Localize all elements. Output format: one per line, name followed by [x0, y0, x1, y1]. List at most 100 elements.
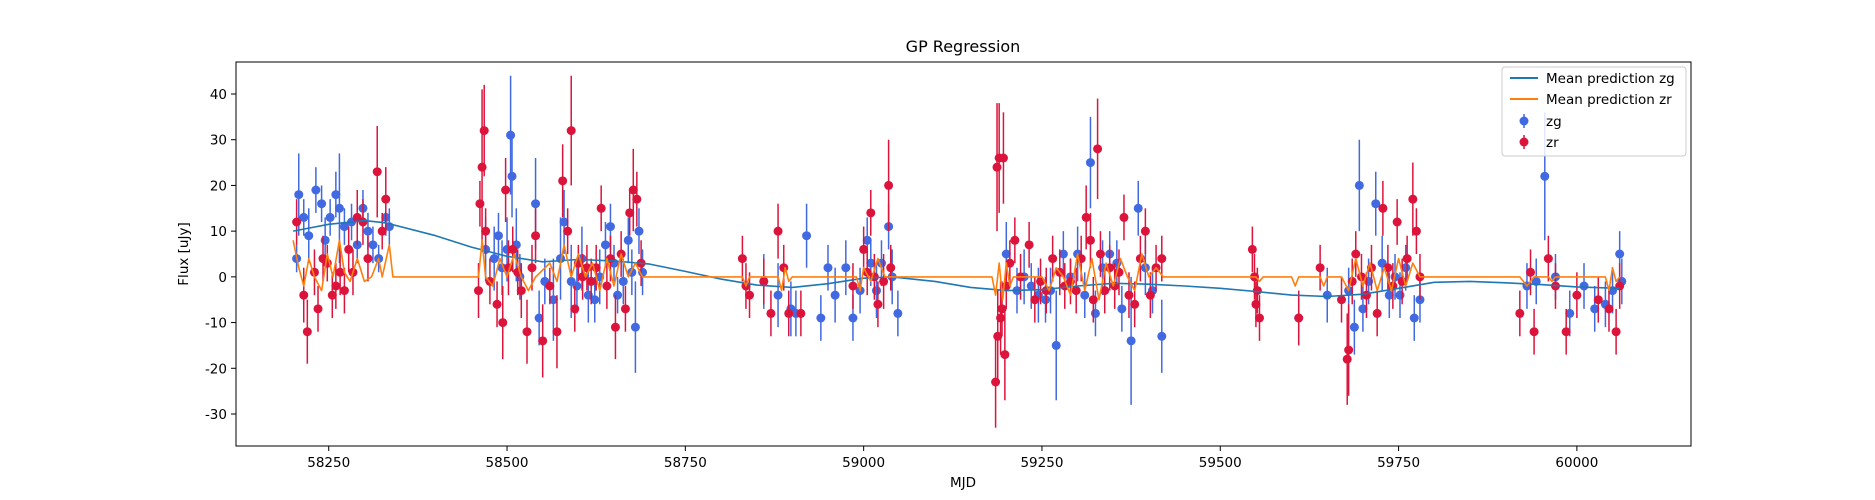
- y-tick-label: 20: [210, 178, 227, 194]
- zg-point: [506, 130, 516, 140]
- zr-point: [292, 217, 302, 227]
- zg-point: [311, 185, 321, 195]
- zg-point: [304, 231, 314, 241]
- zr-point: [481, 226, 491, 236]
- zr-point: [1347, 276, 1357, 286]
- zr-point: [1351, 249, 1361, 259]
- zr-point: [377, 226, 387, 236]
- zr-point: [538, 336, 548, 346]
- y-axis: -30 -20 -10 0 10 20 30 40: [205, 87, 236, 423]
- zr-point: [339, 286, 349, 296]
- zg-point: [339, 222, 349, 232]
- zr-point: [737, 254, 747, 264]
- zg-point: [1354, 180, 1364, 190]
- zr-point: [331, 281, 341, 291]
- zr-point: [610, 322, 620, 332]
- legend-label-zg-prediction: Mean prediction zg: [1546, 71, 1675, 87]
- zr-point: [1561, 327, 1571, 337]
- zg-point: [638, 267, 648, 277]
- zg-point: [816, 313, 826, 323]
- zr-point: [1081, 212, 1091, 222]
- zg-point: [623, 235, 633, 245]
- zr-point: [1526, 267, 1536, 277]
- zr-point: [1611, 327, 1621, 337]
- zg-point: [1395, 290, 1405, 300]
- zr-point: [372, 167, 382, 177]
- zr-point: [1604, 304, 1614, 314]
- zg-point: [531, 199, 541, 209]
- zg-point: [871, 286, 881, 296]
- zg-point: [334, 203, 344, 213]
- zr-point: [779, 263, 789, 273]
- zr-point: [745, 290, 755, 300]
- legend-box: [1501, 66, 1687, 157]
- zr-point: [1005, 258, 1015, 268]
- zg-point: [590, 295, 600, 305]
- zr-point: [992, 162, 1002, 172]
- zg-point: [1540, 171, 1550, 181]
- zr-point: [570, 304, 580, 314]
- axes-frame: [235, 61, 1692, 447]
- zr-point: [1315, 263, 1325, 273]
- zr-point: [1344, 345, 1354, 355]
- zg-point: [331, 190, 341, 200]
- zg-point: [1615, 249, 1625, 259]
- zr-point: [1515, 308, 1525, 318]
- line-mean-prediction-zr: [292, 239, 1621, 301]
- zg-point: [1358, 304, 1368, 314]
- zr-point: [1000, 350, 1010, 360]
- zr-point: [620, 304, 630, 314]
- zr-point: [552, 327, 562, 337]
- legend-label-zg: zg: [1546, 114, 1562, 130]
- zr-point: [531, 231, 541, 241]
- y-tick-label: -30: [205, 407, 227, 423]
- zr-point: [1342, 354, 1352, 364]
- zg-point: [1090, 308, 1100, 318]
- zr-point: [566, 126, 576, 136]
- zg-point: [841, 263, 851, 273]
- zg-point: [559, 217, 569, 227]
- zr-point: [475, 199, 485, 209]
- zg-point: [893, 308, 903, 318]
- zr-point: [1124, 290, 1134, 300]
- zg-point: [1322, 290, 1332, 300]
- zg-point: [1051, 340, 1061, 350]
- zr-point: [527, 263, 537, 273]
- observations: [292, 75, 1627, 428]
- zr-point: [1615, 281, 1625, 291]
- legend: Mean prediction zg Mean prediction zr zg…: [1501, 66, 1687, 157]
- x-tick-label: 58250: [307, 455, 350, 471]
- zr-point: [848, 281, 858, 291]
- zr-point: [596, 203, 606, 213]
- zr-point: [1048, 254, 1058, 264]
- zr-point: [1372, 308, 1382, 318]
- x-axis: 58250 58500 58750 59000 59250 59500 59750 60000: [307, 446, 1598, 471]
- x-tick-label: 58500: [486, 455, 529, 471]
- x-tick-label: 59250: [1020, 455, 1063, 471]
- zr-point: [313, 304, 323, 314]
- zr-point: [477, 162, 487, 172]
- zg-point: [489, 254, 499, 264]
- zg-point: [866, 258, 876, 268]
- zr-point: [363, 254, 373, 264]
- zr-point: [1251, 299, 1261, 309]
- zg-point: [830, 290, 840, 300]
- zg-point: [572, 281, 582, 291]
- zg-point: [773, 290, 783, 300]
- zg-point: [1085, 158, 1095, 168]
- zr-point: [773, 226, 783, 236]
- zr-point: [1071, 286, 1081, 296]
- x-tick-label: 60000: [1555, 455, 1598, 471]
- zg-point: [363, 226, 373, 236]
- zr-point: [1543, 254, 1553, 264]
- zg-point: [317, 199, 327, 209]
- zr-point: [784, 308, 794, 318]
- zr-point: [1024, 240, 1034, 250]
- zr-point: [886, 263, 896, 273]
- zr-point: [501, 185, 511, 195]
- zg-point: [1058, 249, 1068, 259]
- zr-point: [586, 276, 596, 286]
- zr-point: [1402, 254, 1412, 264]
- zr-point: [498, 318, 508, 328]
- zr-point: [492, 299, 502, 309]
